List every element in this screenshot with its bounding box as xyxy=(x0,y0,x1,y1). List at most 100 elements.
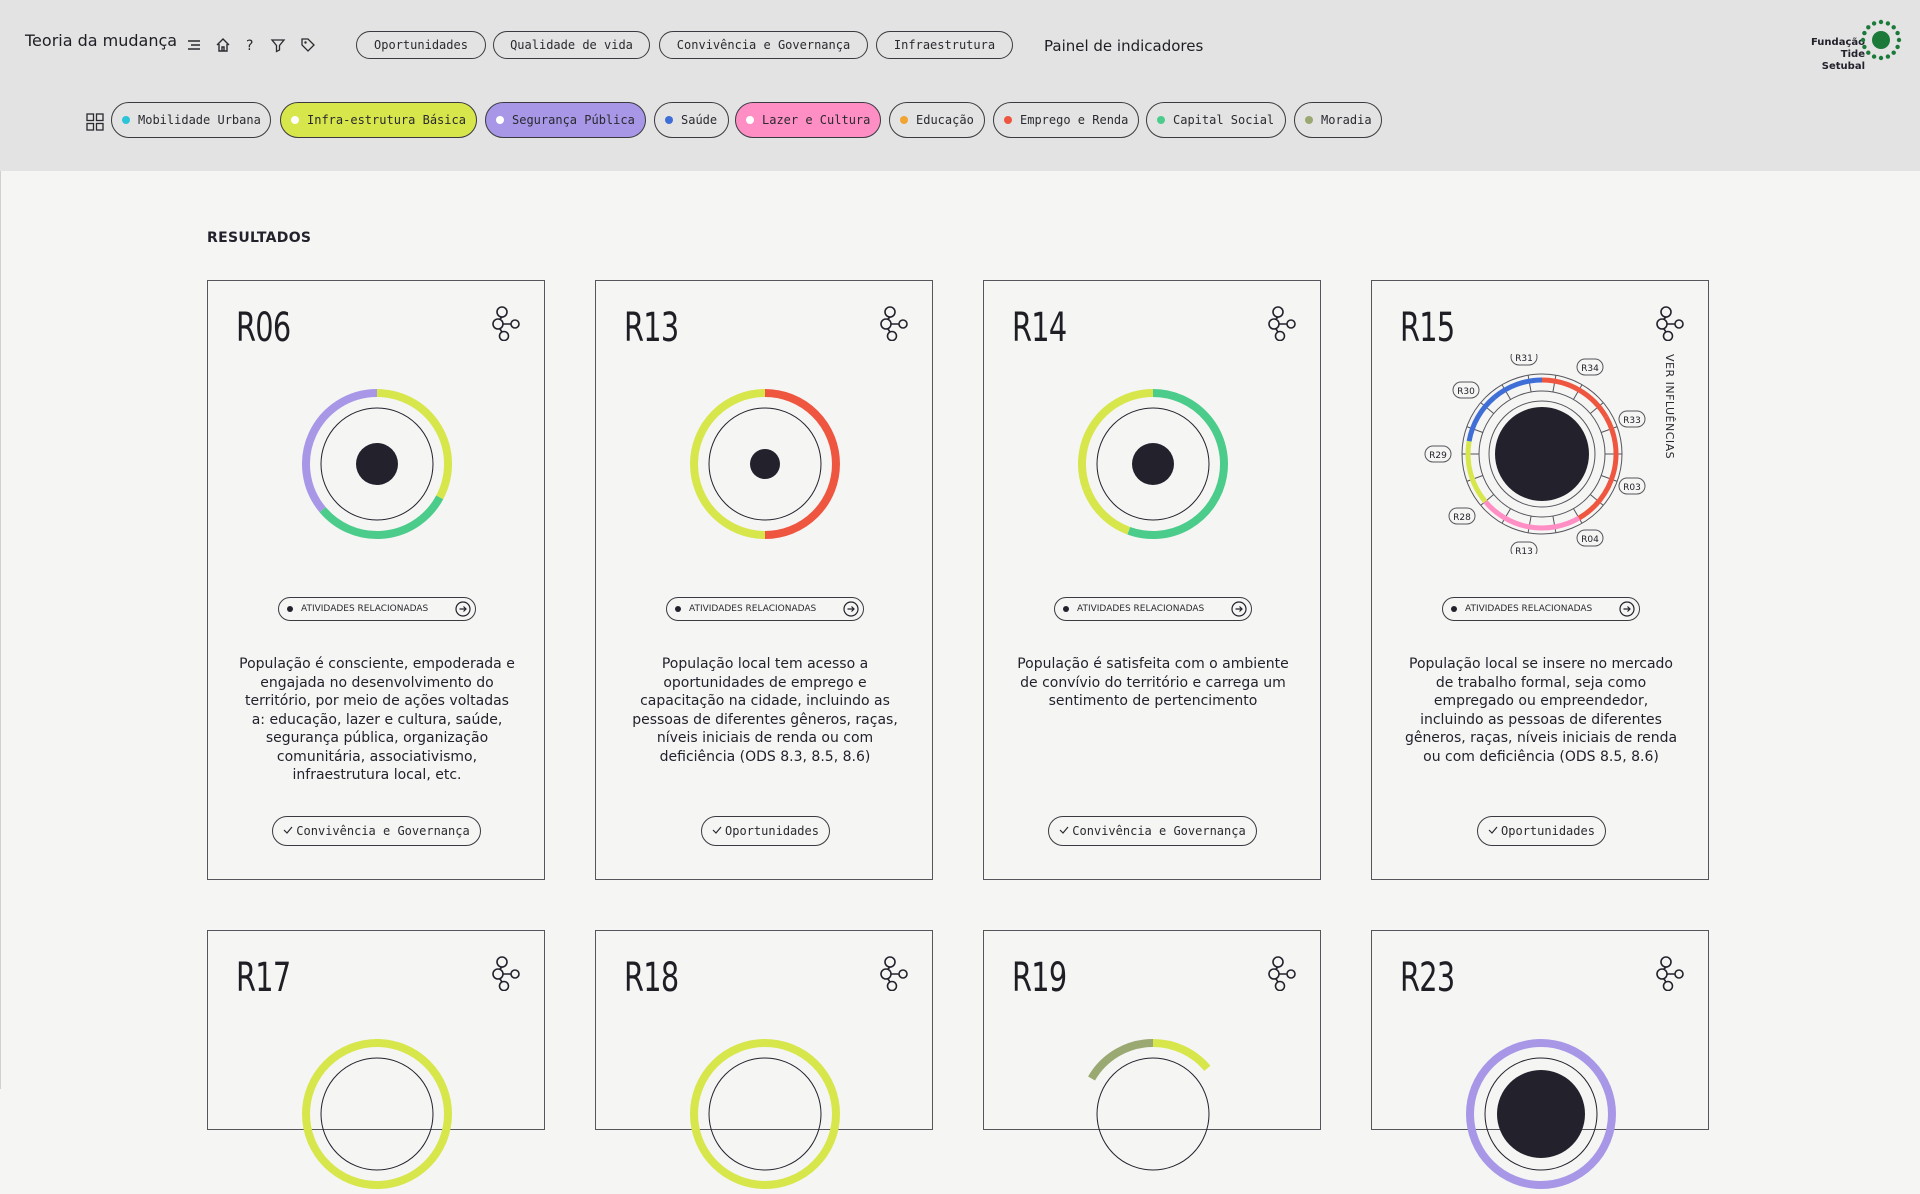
result-code: R13 xyxy=(624,305,679,351)
result-card[interactable]: R23 xyxy=(1371,930,1709,1189)
result-ring xyxy=(690,389,840,539)
result-code: R14 xyxy=(1012,305,1067,351)
network-icon[interactable] xyxy=(878,305,910,342)
check-icon xyxy=(712,824,725,838)
result-description: População local se insere no mercado de … xyxy=(1404,656,1678,765)
home-icon[interactable] xyxy=(213,35,233,55)
result-card[interactable]: R13 ATIVIDADES RELACIONADAS População lo… xyxy=(595,280,933,880)
result-tag[interactable]: Convivência e Governança xyxy=(1048,816,1257,846)
arrow-right-icon xyxy=(1231,601,1247,617)
filter-pill[interactable]: Moradia xyxy=(1294,102,1382,138)
svg-text:R13: R13 xyxy=(1515,547,1533,554)
filter-pill[interactable]: Saúde xyxy=(654,102,729,138)
result-card[interactable]: R15 R31 R34 R33 R03 R04 R13 R28 R29 R30 VER INFLU… xyxy=(1371,280,1709,880)
result-code: R18 xyxy=(624,955,679,1001)
atividades-label: ATIVIDADES RELACIONADAS xyxy=(301,604,429,614)
filter-icon[interactable] xyxy=(268,35,288,55)
check-icon xyxy=(283,824,296,838)
left-edge xyxy=(0,171,1,1089)
atividades-relacionadas-button[interactable]: ATIVIDADES RELACIONADAS xyxy=(1054,597,1252,621)
nav-infraestrutura[interactable]: Infraestrutura xyxy=(876,31,1013,59)
filter-dot xyxy=(900,116,908,124)
influence-node[interactable]: R03 xyxy=(1618,477,1646,495)
result-tag[interactable]: Oportunidades xyxy=(701,816,830,846)
network-icon[interactable] xyxy=(490,955,522,992)
result-card[interactable]: R17 xyxy=(207,930,545,1189)
filter-pill[interactable]: Capital Social xyxy=(1146,102,1286,138)
filter-pill[interactable]: Educação xyxy=(889,102,985,138)
nav-convivencia-governanca[interactable]: Convivência e Governança xyxy=(659,31,868,59)
result-card[interactable]: R19 xyxy=(983,930,1321,1171)
nav-qualidade-de-vida[interactable]: Qualidade de vida xyxy=(493,31,650,59)
arrow-right-icon xyxy=(1619,601,1635,617)
painel-indicadores-link[interactable]: Painel de indicadores xyxy=(1044,37,1204,55)
influence-node[interactable]: R04 xyxy=(1576,529,1604,547)
influence-diagram[interactable]: R31 R34 R33 R03 R04 R13 R28 R29 R30 xyxy=(1422,354,1662,554)
filter-label: Moradia xyxy=(1321,113,1372,127)
result-description: População é consciente, empoderada e eng… xyxy=(239,656,515,783)
result-ring xyxy=(1078,389,1228,539)
svg-text:R33: R33 xyxy=(1623,416,1641,426)
nav-oportunidades[interactable]: Oportunidades xyxy=(356,31,486,59)
arrow-right-icon xyxy=(455,601,471,617)
atividades-label: ATIVIDADES RELACIONADAS xyxy=(689,604,817,614)
grid-icon[interactable] xyxy=(86,113,104,131)
filter-label: Educação xyxy=(916,113,974,127)
influence-node[interactable]: R28 xyxy=(1448,507,1476,525)
result-card[interactable]: R18 xyxy=(595,930,933,1189)
svg-text:R30: R30 xyxy=(1457,387,1475,397)
influence-node[interactable]: R34 xyxy=(1576,358,1604,376)
ver-influencias-link[interactable]: VER INFLUÊNCIAS xyxy=(1663,354,1676,460)
tag-icon[interactable] xyxy=(298,35,318,55)
filter-dot xyxy=(291,116,299,124)
svg-text:R03: R03 xyxy=(1623,483,1641,493)
filter-dot xyxy=(1157,116,1165,124)
check-icon xyxy=(1488,824,1501,838)
influence-node[interactable]: R29 xyxy=(1424,445,1452,463)
network-icon[interactable] xyxy=(1266,305,1298,342)
result-description: População local tem acesso a oportunidad… xyxy=(632,656,898,765)
filter-pill[interactable]: Infra-estrutura Básica xyxy=(280,102,477,138)
influence-node[interactable]: R31 xyxy=(1510,354,1538,366)
app-title: Teoria da mudança xyxy=(25,31,178,50)
atividades-label: ATIVIDADES RELACIONADAS xyxy=(1077,604,1205,614)
atividades-relacionadas-button[interactable]: ATIVIDADES RELACIONADAS xyxy=(1442,597,1640,621)
atividades-relacionadas-button[interactable]: ATIVIDADES RELACIONADAS xyxy=(666,597,864,621)
svg-text:?: ? xyxy=(246,38,253,53)
bullet-icon xyxy=(1063,606,1069,612)
result-tag[interactable]: Oportunidades xyxy=(1477,816,1606,846)
tag-label: Oportunidades xyxy=(1501,824,1595,838)
result-card[interactable]: R06 ATIVIDADES RELACIONADAS População é … xyxy=(207,280,545,880)
top-header: Teoria da mudança ? Oportunidades Qualid… xyxy=(0,0,1920,171)
network-icon[interactable] xyxy=(490,305,522,342)
result-tag[interactable]: Convivência e Governança xyxy=(272,816,481,846)
result-ring xyxy=(1088,1039,1211,1171)
filter-label: Infra-estrutura Básica xyxy=(307,113,466,127)
bullet-icon xyxy=(1451,606,1457,612)
influence-node[interactable]: R13 xyxy=(1510,541,1538,554)
filter-label: Segurança Pública xyxy=(512,113,635,127)
menu-icon[interactable] xyxy=(184,35,204,55)
svg-text:R34: R34 xyxy=(1581,364,1599,374)
influence-node[interactable]: R33 xyxy=(1618,410,1646,428)
network-icon[interactable] xyxy=(1266,955,1298,992)
influence-node[interactable]: R30 xyxy=(1452,381,1480,399)
filter-dot xyxy=(496,116,504,124)
filter-pill[interactable]: Lazer e Cultura xyxy=(735,102,881,138)
svg-text:R31: R31 xyxy=(1515,354,1533,364)
network-icon[interactable] xyxy=(878,955,910,992)
network-icon[interactable] xyxy=(1654,955,1686,992)
result-ring xyxy=(302,1039,452,1189)
help-icon[interactable]: ? xyxy=(240,35,260,55)
atividades-relacionadas-button[interactable]: ATIVIDADES RELACIONADAS xyxy=(278,597,476,621)
result-card[interactable]: R14 ATIVIDADES RELACIONADAS População é … xyxy=(983,280,1321,880)
filter-pill[interactable]: Segurança Pública xyxy=(485,102,646,138)
network-icon[interactable] xyxy=(1654,305,1686,342)
bullet-icon xyxy=(287,606,293,612)
svg-text:R04: R04 xyxy=(1581,535,1599,545)
filter-dot xyxy=(746,116,754,124)
filter-pill[interactable]: Mobilidade Urbana xyxy=(111,102,271,138)
filter-pill[interactable]: Emprego e Renda xyxy=(993,102,1139,138)
result-description: População é satisfeita com o ambiente de… xyxy=(1017,656,1289,709)
filter-dot xyxy=(122,116,130,124)
